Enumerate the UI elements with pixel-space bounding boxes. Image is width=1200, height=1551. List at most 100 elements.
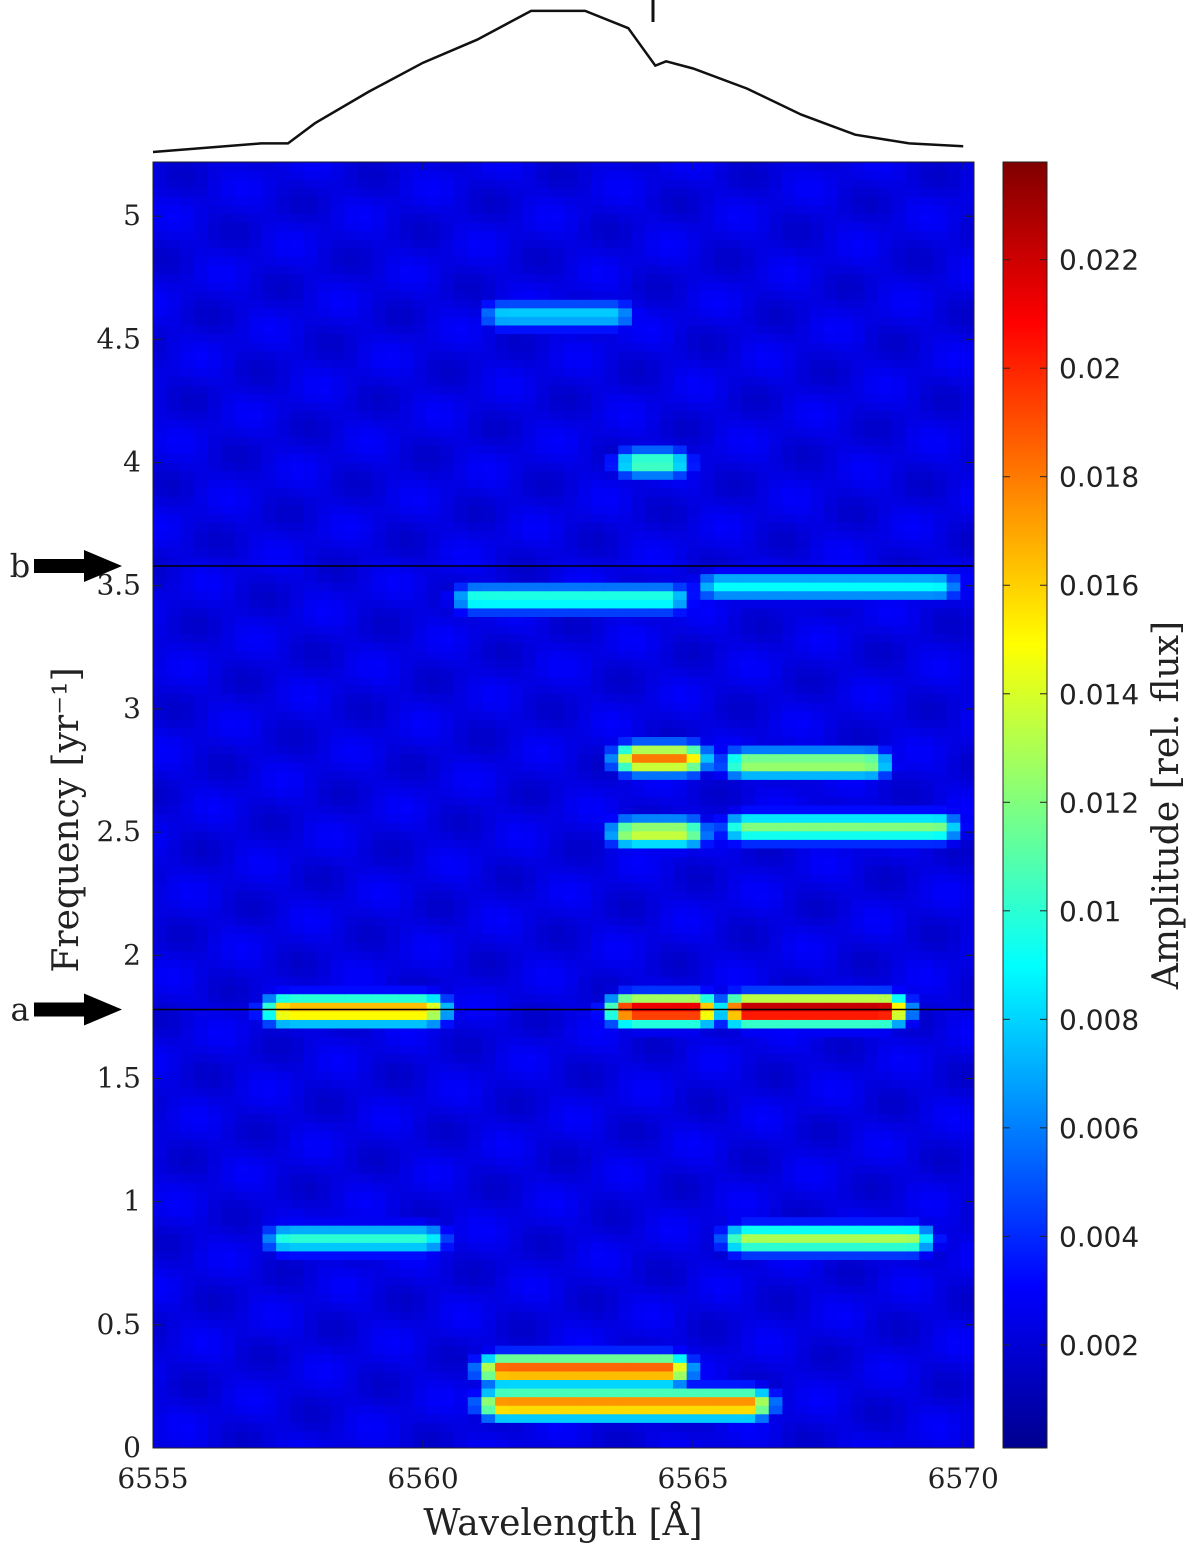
heatmap-cell — [659, 993, 674, 1003]
heatmap-cell — [454, 985, 469, 995]
heatmap-cell — [536, 907, 551, 918]
heatmap-cell — [755, 1070, 770, 1080]
heatmap-cell — [549, 1139, 565, 1149]
heatmap-cell — [604, 1396, 619, 1406]
heatmap-cell — [659, 1105, 674, 1115]
heatmap-cell — [755, 753, 770, 763]
heatmap-cell — [686, 1405, 701, 1415]
heatmap-cell — [426, 967, 441, 978]
heatmap-cell — [371, 1285, 387, 1295]
heatmap-cell — [412, 762, 428, 772]
heatmap-cell — [768, 1130, 784, 1140]
heatmap-cell — [166, 1199, 181, 1209]
heatmap-cell — [440, 1053, 455, 1063]
heatmap-cell — [454, 1207, 469, 1218]
heatmap-cell — [932, 1207, 948, 1218]
heatmap-cell — [741, 1147, 756, 1158]
heatmap-cell — [289, 959, 305, 969]
heatmap-cell — [180, 1422, 195, 1432]
heatmap-cell — [659, 1190, 674, 1200]
heatmap-cell — [686, 1422, 701, 1432]
heatmap-cell — [891, 1105, 907, 1115]
heatmap-cell — [289, 770, 305, 780]
heatmap-cell — [577, 753, 592, 763]
heatmap-cell — [672, 847, 688, 858]
heatmap-cell — [563, 1190, 578, 1200]
heatmap-cell — [727, 1259, 742, 1269]
heatmap-cell — [946, 1430, 961, 1441]
heatmap-cell — [248, 1422, 264, 1432]
heatmap-cell — [481, 1422, 496, 1432]
heatmap-cell — [385, 1345, 400, 1355]
heatmap-cell — [289, 1036, 305, 1046]
heatmap-cell — [672, 899, 688, 909]
heatmap-cell — [768, 1079, 784, 1089]
heatmap-cell — [522, 1182, 537, 1192]
heatmap-cell — [303, 1242, 318, 1252]
heatmap-cell — [645, 916, 660, 926]
heatmap-cell — [508, 1370, 524, 1381]
heatmap-cell — [782, 1276, 797, 1286]
heatmap-cell — [166, 779, 181, 789]
heatmap-cell — [330, 813, 346, 823]
heatmap-cell — [960, 805, 974, 815]
heatmap-cell — [755, 1293, 770, 1303]
heatmap-cell — [522, 1362, 537, 1372]
heatmap-cell — [180, 1190, 195, 1200]
heatmap-cell — [809, 985, 825, 995]
heatmap-cell — [235, 1087, 250, 1098]
heatmap-cell — [371, 933, 387, 943]
heatmap-cell — [891, 1319, 907, 1329]
heatmap-cell — [344, 856, 359, 866]
heatmap-cell — [508, 890, 524, 900]
heatmap-cell — [631, 847, 647, 858]
heatmap-cell — [563, 1422, 578, 1432]
heatmap-cell — [809, 1396, 825, 1406]
heatmap-cell — [850, 805, 866, 815]
heatmap-cell — [960, 1225, 974, 1235]
heatmap-cell — [878, 873, 893, 883]
heatmap-cell — [905, 813, 920, 823]
heatmap-cell — [330, 1327, 346, 1338]
heatmap-cell — [426, 1345, 441, 1355]
heatmap-cell — [317, 1276, 332, 1286]
heatmap-cell — [549, 1379, 565, 1389]
heatmap-cell — [508, 1405, 524, 1415]
heatmap-cell — [672, 1233, 688, 1243]
heatmap-cell — [235, 727, 250, 738]
heatmap-cell — [495, 865, 510, 875]
heatmap-cell — [235, 882, 250, 892]
heatmap-cell — [549, 1156, 565, 1166]
heatmap-cell — [153, 1336, 168, 1346]
heatmap-cell — [549, 1019, 565, 1029]
heatmap-cell — [289, 1439, 305, 1448]
heatmap-cell — [809, 1216, 825, 1226]
heatmap-cell — [932, 1010, 948, 1020]
heatmap-cell — [385, 1405, 400, 1415]
heatmap-cell — [153, 736, 168, 746]
heatmap-cell — [782, 1199, 797, 1209]
heatmap-cell — [796, 1285, 811, 1295]
heatmap-cell — [221, 916, 236, 926]
heatmap-cell — [631, 1173, 647, 1183]
heatmap-cell — [399, 1053, 414, 1063]
heatmap-cell — [714, 1207, 729, 1218]
heatmap-cell — [166, 873, 181, 883]
heatmap-cell — [850, 1439, 866, 1448]
heatmap-cell — [741, 1173, 756, 1183]
heatmap-cell — [153, 1310, 168, 1320]
heatmap-cell — [577, 1387, 592, 1398]
heatmap-cell — [289, 950, 305, 960]
heatmap-cell — [645, 1225, 660, 1235]
heatmap-cell — [289, 1370, 305, 1381]
heatmap-cell — [659, 1199, 674, 1209]
heatmap-cell — [577, 1362, 592, 1372]
heatmap-cell — [618, 1216, 633, 1226]
heatmap-cell — [604, 1379, 619, 1389]
heatmap-cell — [522, 1122, 537, 1132]
heatmap-cell — [686, 916, 701, 926]
heatmap-cell — [577, 907, 592, 918]
heatmap-cell — [180, 916, 195, 926]
heatmap-cell — [344, 1370, 359, 1381]
heatmap-cell — [317, 899, 332, 909]
